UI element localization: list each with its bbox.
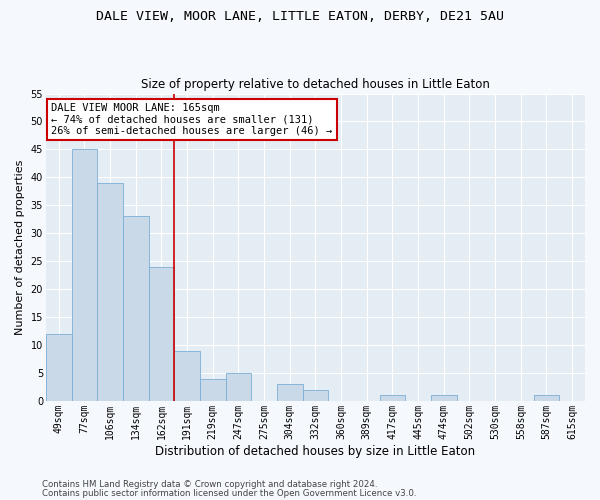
X-axis label: Distribution of detached houses by size in Little Eaton: Distribution of detached houses by size … (155, 444, 475, 458)
Bar (97, 183, 123, 401)
Bar (302, 390, 328, 401)
Bar (71, 150, 97, 401)
Bar (149, 267, 174, 401)
Bar (46, 334, 71, 401)
Bar (200, 378, 226, 401)
Bar (380, 396, 405, 401)
Bar (277, 384, 302, 401)
Text: Contains HM Land Registry data © Crown copyright and database right 2024.: Contains HM Land Registry data © Crown c… (42, 480, 377, 489)
Y-axis label: Number of detached properties: Number of detached properties (15, 160, 25, 335)
Bar (174, 350, 200, 401)
Bar (431, 396, 457, 401)
Bar (533, 396, 559, 401)
Bar (226, 373, 251, 401)
Text: DALE VIEW, MOOR LANE, LITTLE EATON, DERBY, DE21 5AU: DALE VIEW, MOOR LANE, LITTLE EATON, DERB… (96, 10, 504, 23)
Text: Contains public sector information licensed under the Open Government Licence v3: Contains public sector information licen… (42, 489, 416, 498)
Text: DALE VIEW MOOR LANE: 165sqm
← 74% of detached houses are smaller (131)
26% of se: DALE VIEW MOOR LANE: 165sqm ← 74% of det… (51, 103, 332, 136)
Bar (123, 216, 149, 401)
Title: Size of property relative to detached houses in Little Eaton: Size of property relative to detached ho… (141, 78, 490, 91)
